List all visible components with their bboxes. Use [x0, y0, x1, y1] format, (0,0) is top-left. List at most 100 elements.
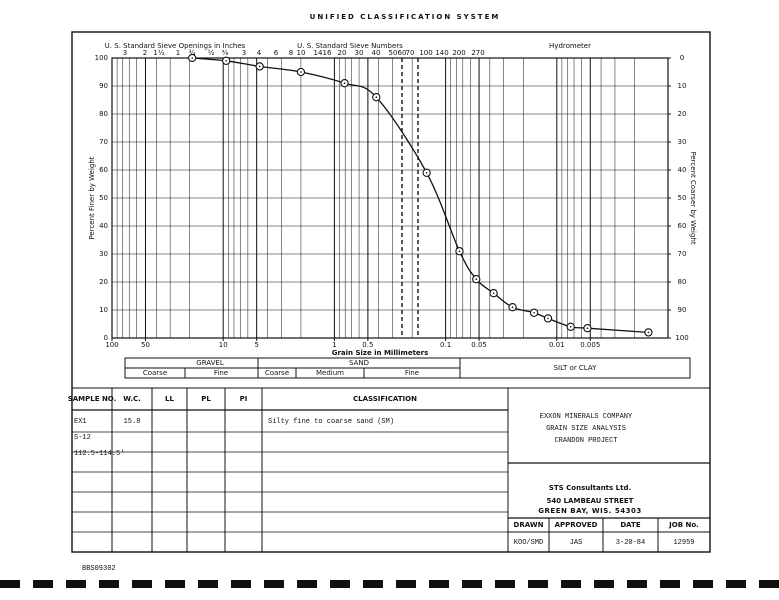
y-tick-label: 0 [104, 334, 108, 342]
border-dash [594, 580, 614, 588]
y-axis-label: Percent Finer by Weight [88, 156, 96, 239]
y-tick-label: 40 [99, 222, 108, 230]
sieve-label: ¾ [189, 49, 196, 57]
border-dash [759, 580, 779, 588]
project-line: EXXON MINERALS COMPANY [540, 413, 633, 421]
sieve-label: 14 [314, 49, 323, 57]
border-dash [528, 580, 548, 588]
signoff-value: KOO/SMD [514, 539, 543, 547]
sieve-label: 3 [242, 49, 246, 57]
x-axis-label: Grain Size in Millimeters [332, 349, 429, 357]
point-dot [458, 250, 461, 252]
signoff-header: APPROVED [555, 521, 598, 529]
sieve-label: ⅜ [222, 49, 229, 57]
border-dash [132, 580, 152, 588]
x-tick-label: 0.05 [471, 341, 487, 349]
sieve-label: 30 [355, 49, 364, 57]
border-dash [0, 580, 20, 588]
point-dot [547, 317, 549, 320]
project-line: GRAIN SIZE ANALYSIS [546, 425, 626, 433]
sieve-label: 140 [435, 49, 448, 57]
point-dot [569, 326, 572, 328]
point-dot [375, 96, 378, 98]
signoff-value: JAS [570, 539, 583, 547]
y2-axis-label: Percent Coarser by Weight [689, 151, 697, 244]
company-address: 540 LAMBEAU STREET [547, 497, 634, 505]
x-tick-label: 50 [141, 341, 150, 349]
table-header: W.C. [123, 395, 141, 403]
y-tick-label: 60 [99, 166, 108, 174]
sieve-label: 16 [323, 49, 332, 57]
signoff-value: 12959 [673, 539, 694, 547]
point-dot [300, 71, 302, 73]
border-dash [297, 580, 317, 588]
sieve-label: ½ [208, 49, 215, 57]
y2-tick-label: 40 [678, 166, 687, 174]
y2-tick-label: 60 [678, 222, 687, 230]
y2-tick-label: 20 [678, 110, 687, 118]
point-dot [475, 278, 478, 281]
border-dash [693, 580, 713, 588]
border-dash [495, 580, 515, 588]
x-tick-label: 10 [219, 341, 228, 349]
sieve-label: 50 [389, 49, 398, 57]
y-tick-label: 20 [99, 278, 108, 286]
x-tick-label: 0.5 [362, 341, 373, 349]
table-header: PI [240, 395, 248, 403]
gradation-curve [192, 57, 649, 334]
border-dash [231, 580, 251, 588]
band-label: Fine [405, 369, 419, 377]
border-dash [462, 580, 482, 588]
x-tick-label: 0.1 [440, 341, 451, 349]
y2-tick-label: 70 [678, 250, 687, 258]
y2-tick-label: 0 [680, 54, 684, 62]
border-dash [99, 580, 119, 588]
band-label: Coarse [143, 369, 167, 377]
signoff-header: DATE [620, 521, 640, 529]
y2-tick-label: 90 [678, 306, 687, 314]
border-dash [660, 580, 680, 588]
point-dot [258, 65, 261, 68]
point-dot [586, 327, 589, 330]
sieve-label: 8 [289, 49, 293, 57]
point-dot [191, 57, 194, 59]
company-address: GREEN BAY, WIS. 54303 [538, 507, 641, 515]
sieve-label: 70 [406, 49, 415, 57]
point-dot [533, 312, 535, 314]
band-label: GRAVEL [196, 359, 224, 367]
sieve-label: 10 [297, 49, 306, 57]
y-tick-label: 90 [99, 82, 108, 90]
table-header: PL [201, 395, 211, 403]
sieve-label: 20 [338, 49, 347, 57]
y2-tick-label: 50 [678, 194, 687, 202]
point-dot [647, 331, 650, 334]
border-dash [198, 580, 218, 588]
border-dash [363, 580, 383, 588]
sieve-label: 1 [176, 49, 180, 57]
border-dash [165, 580, 185, 588]
x-tick-label: 1 [332, 341, 336, 349]
signoff-header: DRAWN [514, 521, 544, 529]
point-dot [425, 172, 428, 174]
water-content: 15.8 [124, 418, 141, 426]
y2-tick-label: 100 [675, 334, 688, 342]
sieve-label: 40 [372, 49, 381, 57]
sample-no: EX1 [74, 418, 87, 426]
sieve-title: Hydrometer [549, 42, 591, 50]
sieve-label: 270 [471, 49, 484, 57]
band-label: Coarse [265, 369, 289, 377]
x-tick-label: 0.01 [549, 341, 565, 349]
x-tick-label: 5 [254, 341, 258, 349]
sieve-label: 200 [452, 49, 465, 57]
outer-frame [71, 31, 711, 553]
x-tick-label: 0.005 [580, 341, 600, 349]
point-dot [492, 292, 495, 295]
border-dash [561, 580, 581, 588]
sieve-label: 6 [274, 49, 279, 57]
band-label: Fine [214, 369, 228, 377]
y2-tick-label: 80 [678, 278, 687, 286]
sieve-title: U. S. Standard Sieve Numbers [297, 42, 403, 50]
y-tick-label: 10 [99, 306, 108, 314]
y-tick-label: 80 [99, 110, 108, 118]
classification: Silty fine to coarse sand (SM) [268, 418, 394, 426]
